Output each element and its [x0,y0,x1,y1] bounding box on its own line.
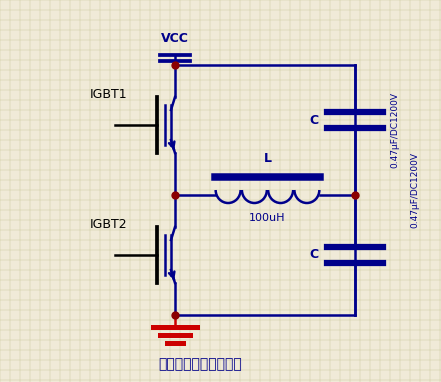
Text: L: L [264,152,272,165]
Text: C: C [310,249,319,262]
Text: IGBT1: IGBT1 [90,89,127,102]
Text: C: C [310,113,319,126]
Text: 0.47μF/DC1200V: 0.47μF/DC1200V [390,92,400,168]
Text: IGBT2: IGBT2 [90,219,127,231]
Text: 电磁炉半桥主电路结构: 电磁炉半桥主电路结构 [159,357,243,371]
Text: VCC: VCC [161,32,189,45]
Text: 100uH: 100uH [249,213,286,223]
Text: 0.47μF/DC1200V: 0.47μF/DC1200V [411,152,419,228]
